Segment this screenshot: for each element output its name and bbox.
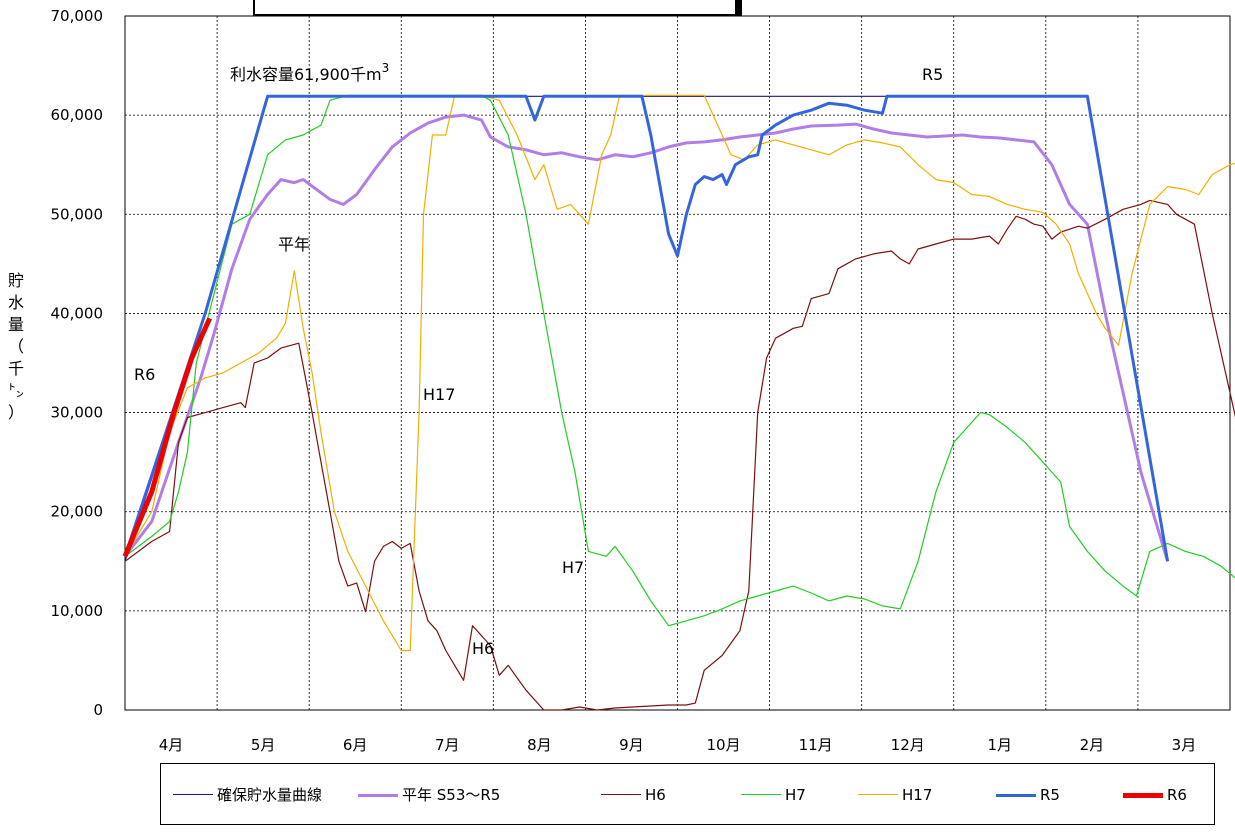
y-axis-label-char: 量 [7,315,24,334]
legend-label: 確保貯水量曲線 [217,786,323,804]
annotation-平年: 平年 [278,235,310,254]
series-line-R6 [122,317,212,558]
legend-swatch [996,793,1036,797]
y-axis-label-char: 千 [7,359,24,378]
x-tick-label: 6月 [343,736,368,754]
x-tick-label: 4月 [159,736,184,754]
legend-swatch [358,793,398,797]
annotation-capacity-main: 利水容量61,900千m [230,65,382,84]
x-tick-label: 7月 [435,736,460,754]
x-tick-label: 3月 [1172,736,1197,754]
legend-label: R6 [1167,786,1187,804]
annotation-H17: H17 [423,385,455,404]
y-axis-label-char: ㌧ [7,381,24,400]
x-tick-label: 11月 [799,736,833,754]
series-line-H7 [124,94,1235,627]
legend-label: 平年 S53～R5 [402,786,501,804]
legend-label: H7 [785,786,806,804]
legend-label: H6 [645,786,666,804]
y-tick-label: 30,000 [51,404,104,422]
y-tick-label: 10,000 [51,602,104,620]
series-line-R5 [123,94,1170,562]
annotation-R5: R5 [922,65,943,84]
x-tick-label: 8月 [527,736,552,754]
x-tick-label: 1月 [988,736,1013,754]
y-tick-label: 60,000 [51,106,104,124]
annotation-H6: H6 [472,639,494,658]
y-axis-label-char: 水 [7,293,24,312]
legend-swatch [858,794,898,796]
x-tick-label: 10月 [706,736,740,754]
y-tick-label: 70,000 [51,7,104,25]
annotation-H7: H7 [562,558,584,577]
legend-label: H17 [902,786,933,804]
y-axis-label-char: （ [7,337,24,356]
series-line-H17 [124,94,1235,652]
legend-swatch [601,794,641,796]
y-tick-label: 40,000 [51,304,104,322]
y-tick-label: 50,000 [51,205,104,223]
series-line-平年 S53～R5 [123,113,1170,562]
legend-swatch [1123,792,1163,798]
y-tick-label: 20,000 [51,503,104,521]
annotation-capacity: 利水容量61,900千m3 [230,61,389,84]
x-tick-label: 5月 [251,736,276,754]
y-tick-label: 0 [93,701,103,719]
y-axis-label-char: ） [7,403,24,422]
chart-title-box [253,0,737,16]
x-tick-label: 12月 [891,736,925,754]
legend: 確保貯水量曲線 平年 S53～R5 H6 H7 H17 R5 R6 [160,763,1215,825]
legend-swatch [173,794,213,796]
series-line-H6 [124,199,1235,711]
annotation-R6: R6 [134,365,155,384]
annotation-capacity-sup: 3 [382,61,390,75]
y-axis-label-char: 貯 [7,271,24,290]
x-tick-label: 9月 [619,736,644,754]
legend-label: R5 [1040,786,1060,804]
y-axis-label: 貯水量 （ 千㌧ ） [6,270,26,424]
legend-swatch [741,794,781,796]
x-tick-label: 2月 [1080,736,1105,754]
